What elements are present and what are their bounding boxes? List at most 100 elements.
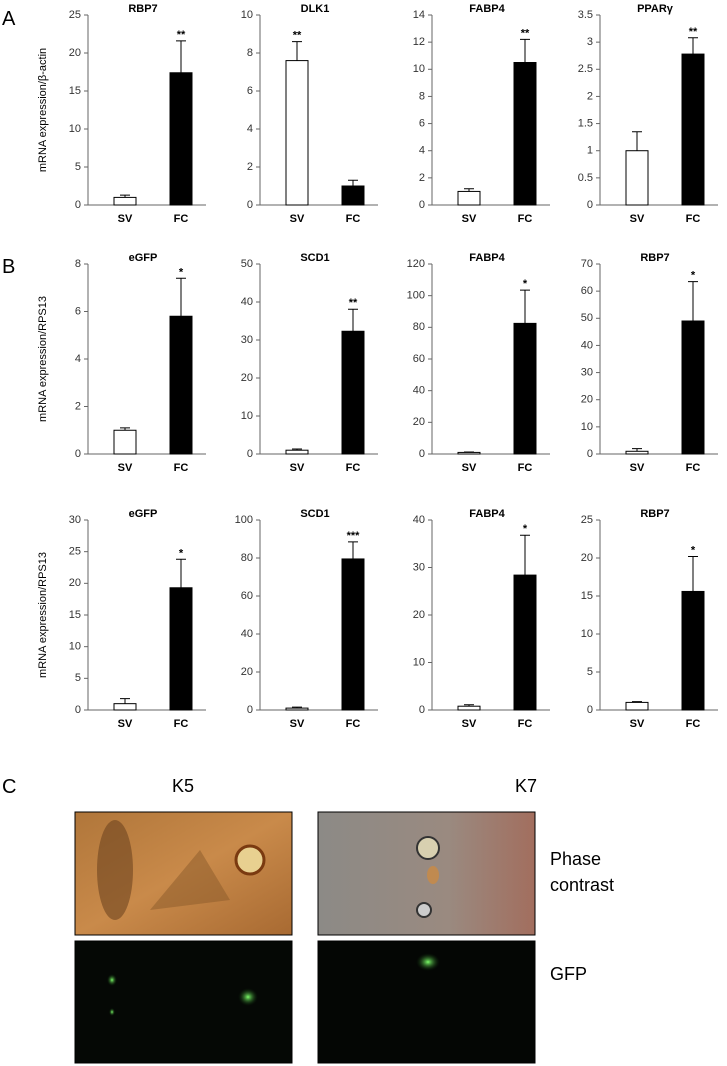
y-tick-label: 6 xyxy=(75,305,81,317)
y-tick-label: 0 xyxy=(75,199,81,211)
y-axis-label: mRNA expression/RPS13 xyxy=(37,296,49,422)
y-tick-label: 4 xyxy=(419,145,425,157)
x-tick-label: FC xyxy=(518,213,533,225)
y-tick-label: 0 xyxy=(75,704,81,716)
bar xyxy=(113,196,137,206)
error-bar xyxy=(176,558,186,588)
x-tick-label: FC xyxy=(686,462,701,474)
x-tick-label: SV xyxy=(118,213,133,225)
bar xyxy=(457,705,481,711)
y-tick-label: 10 xyxy=(581,421,593,433)
y-tick-label: 2 xyxy=(247,161,253,173)
bar xyxy=(625,150,649,206)
y-tick-label: 0 xyxy=(587,448,593,460)
y-tick-label: 15 xyxy=(69,609,81,621)
column-label: K7 xyxy=(515,776,537,796)
y-tick-label: 8 xyxy=(419,90,425,102)
y-tick-label: 40 xyxy=(241,628,253,640)
y-tick-label: 50 xyxy=(241,258,253,270)
y-tick-label: 0 xyxy=(75,448,81,460)
y-tick-label: 5 xyxy=(75,672,81,684)
chart-title: eGFP xyxy=(129,508,158,520)
x-tick-label: SV xyxy=(630,718,645,730)
chart: 0 2 4 6 8 10 12 14 FABP4 SV FC ** xyxy=(413,3,550,225)
panel-label: A xyxy=(2,8,16,30)
chart: 0 10 20 30 40 50 SCD1 SV FC ** xyxy=(241,252,378,474)
y-tick-label: 0 xyxy=(247,704,253,716)
chart-title: FABP4 xyxy=(469,3,505,15)
y-tick-label: 20 xyxy=(69,577,81,589)
y-tick-label: 10 xyxy=(413,63,425,75)
significance: ** xyxy=(521,27,530,39)
chart: 0 20 40 60 80 100 120 FABP4 SV FC * xyxy=(407,252,550,474)
chart: 0 5 10 15 20 25 RBP7 mRNA expression/β-actin SV F… xyxy=(37,3,206,225)
y-tick-label: 2 xyxy=(419,172,425,184)
x-tick-label: FC xyxy=(518,718,533,730)
y-tick-label: 60 xyxy=(241,590,253,602)
error-bar xyxy=(176,277,186,317)
error-bar xyxy=(292,448,302,451)
micrograph xyxy=(74,811,536,1064)
panel-label: C xyxy=(2,776,16,798)
y-tick-label: 6 xyxy=(247,85,253,97)
y-tick-label: 40 xyxy=(581,339,593,351)
y-tick-label: 20 xyxy=(581,552,593,564)
significance: * xyxy=(179,547,184,559)
bar xyxy=(457,451,481,455)
y-tick-label: 10 xyxy=(413,656,425,668)
chart-title: FABP4 xyxy=(469,252,505,264)
x-tick-label: SV xyxy=(462,462,477,474)
error-bar xyxy=(632,131,642,151)
error-bar xyxy=(120,194,130,198)
y-tick-label: 2 xyxy=(587,90,593,102)
x-tick-label: FC xyxy=(346,718,361,730)
x-tick-label: FC xyxy=(346,462,361,474)
bar xyxy=(625,450,649,455)
y-tick-label: 120 xyxy=(407,258,425,270)
bar xyxy=(285,449,309,455)
error-bar xyxy=(348,308,358,332)
bar xyxy=(113,429,137,455)
significance: ** xyxy=(349,297,358,309)
significance: *** xyxy=(347,530,361,542)
chart: 0 2 4 6 8 10 DLK1 SV ** FC xyxy=(241,3,378,225)
y-tick-label: 20 xyxy=(581,394,593,406)
y-tick-label: 10 xyxy=(581,628,593,640)
chart: 0 5 10 15 20 25 RBP7 SV FC * xyxy=(581,508,718,730)
y-tick-label: 20 xyxy=(413,416,425,428)
y-tick-label: 70 xyxy=(581,258,593,270)
bar xyxy=(341,558,365,711)
y-tick-label: 25 xyxy=(581,514,593,526)
y-tick-label: 5 xyxy=(75,161,81,173)
chart-title: RBP7 xyxy=(640,508,669,520)
y-tick-label: 5 xyxy=(587,666,593,678)
error-bar xyxy=(520,289,530,324)
chart: 0 10 20 30 40 FABP4 SV FC * xyxy=(413,508,550,730)
row-label: GFP xyxy=(550,964,588,984)
y-tick-label: 20 xyxy=(69,47,81,59)
x-tick-label: SV xyxy=(630,462,645,474)
y-tick-label: 2.5 xyxy=(578,63,593,75)
y-tick-label: 20 xyxy=(241,666,253,678)
bar xyxy=(513,574,537,711)
y-tick-label: 10 xyxy=(241,9,253,21)
bar xyxy=(457,190,481,206)
bar xyxy=(513,322,537,455)
y-tick-label: 10 xyxy=(241,410,253,422)
error-bar xyxy=(464,704,474,707)
y-tick-label: 4 xyxy=(75,353,81,365)
error-bar xyxy=(348,541,358,559)
chart-title: SCD1 xyxy=(300,252,329,264)
x-tick-label: SV xyxy=(462,718,477,730)
y-tick-label: 4 xyxy=(247,123,253,135)
bar xyxy=(341,185,365,206)
y-tick-label: 30 xyxy=(413,561,425,573)
y-tick-label: 1.5 xyxy=(578,117,593,129)
y-tick-label: 20 xyxy=(241,372,253,384)
chart: 0 5 10 15 20 25 30 eGFP mRNA expression/RPS13 SV F… xyxy=(37,508,206,730)
error-bar xyxy=(632,448,642,452)
bar xyxy=(681,53,705,206)
x-tick-label: SV xyxy=(290,213,305,225)
